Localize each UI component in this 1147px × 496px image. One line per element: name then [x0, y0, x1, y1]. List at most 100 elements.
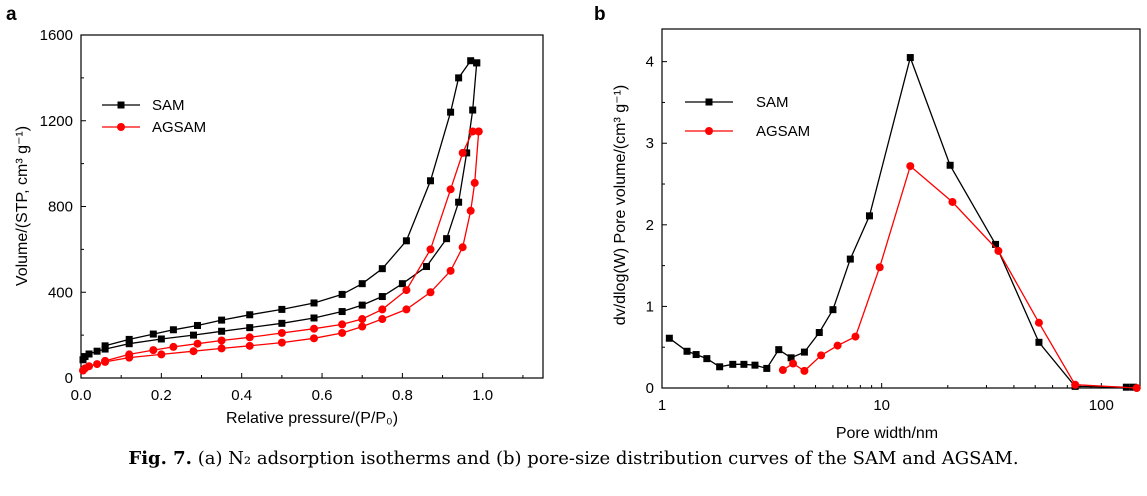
chart-b-legend: SAM AGSAM	[685, 94, 810, 140]
data-point-sam-desorption	[246, 311, 254, 319]
data-point-sam-desorption	[125, 335, 133, 343]
data-point-sam-desorption	[218, 316, 226, 324]
x-tick-label: 0.2	[151, 387, 172, 404]
data-point-sam	[865, 212, 873, 220]
y-tick-label: 1200	[40, 113, 73, 130]
data-point-agsam-desorption	[446, 185, 455, 194]
figure-caption: Fig. 7. (a) N₂ adsorption isotherms and …	[0, 448, 1147, 469]
data-point-sam	[703, 355, 711, 363]
data-point-agsam	[778, 366, 787, 375]
legend-agsam-marker	[117, 123, 125, 131]
x-tick-label: 0.4	[231, 387, 252, 404]
data-point-sam-adsorption	[463, 149, 471, 157]
data-point-agsam	[851, 332, 860, 341]
data-point-sam	[1035, 338, 1043, 346]
data-point-agsam-desorption	[402, 286, 411, 295]
data-point-sam	[729, 360, 737, 368]
chart-a-y-axis-title: Volume/(STP, cm³ g⁻¹)	[14, 126, 31, 286]
data-point-sam	[946, 161, 954, 169]
data-point-sam-adsorption	[338, 308, 346, 316]
caption-label: Fig. 7.	[128, 448, 192, 469]
data-point-sam-adsorption	[358, 301, 366, 309]
data-point-sam-desorption	[378, 265, 386, 273]
data-point-agsam-desorption	[245, 333, 254, 342]
chart-a-series	[79, 57, 483, 375]
legend-agsam-marker-b	[705, 127, 713, 135]
chart-b-y-axis-title: dv/dlog(W) Pore volume/(cm³ g⁻¹)	[612, 85, 629, 326]
data-point-sam	[815, 329, 823, 337]
y-tick-label: 0	[646, 380, 654, 397]
data-point-agsam-adsorption	[458, 243, 467, 252]
legend-sam-label: SAM	[152, 97, 185, 114]
y-tick-label: 400	[48, 284, 73, 301]
chart-b-frame	[661, 28, 1141, 389]
data-point-agsam-adsorption	[85, 362, 94, 371]
data-point-sam-adsorption	[189, 331, 197, 339]
data-point-sam	[800, 348, 808, 356]
chart-b-series	[665, 54, 1141, 392]
y-tick-label: 1	[646, 298, 654, 315]
data-point-agsam-desorption	[338, 320, 347, 329]
data-point-agsam-desorption	[193, 339, 202, 348]
data-point-sam-adsorption	[218, 327, 226, 335]
y-tick-label: 2	[646, 217, 654, 234]
chart-b-x-axis-title: Pore width/nm	[836, 425, 938, 442]
series-line-agsam-adsorption	[82, 131, 480, 371]
data-point-agsam-adsorption	[93, 360, 102, 369]
data-point-sam-adsorption	[443, 235, 451, 243]
data-point-sam-desorption	[169, 326, 177, 334]
data-point-agsam-desorption	[468, 127, 477, 136]
data-point-agsam	[789, 359, 798, 368]
data-point-sam-desorption	[473, 59, 481, 67]
data-point-agsam-adsorption	[157, 350, 166, 359]
chart-a-ticks: 0.0 0.2 0.4 0.6 0.8 1.0 0 400 800 1200 1600	[40, 27, 524, 404]
data-point-agsam	[875, 263, 884, 272]
series-line-agsam-desorption	[104, 130, 479, 362]
panel-label-a: a	[6, 4, 17, 25]
data-point-sam-adsorption	[85, 350, 93, 358]
caption-text: (a) N₂ adsorption isotherms and (b) pore…	[197, 448, 1019, 469]
data-point-agsam-adsorption	[310, 334, 319, 343]
data-point-sam-desorption	[402, 237, 410, 245]
data-point-sam-desorption	[447, 108, 455, 116]
data-point-agsam-adsorption	[378, 315, 387, 324]
data-point-sam-desorption	[278, 305, 286, 313]
data-point-agsam	[1132, 384, 1141, 392]
data-point-sam-desorption	[358, 280, 366, 288]
data-point-agsam-adsorption	[470, 178, 479, 187]
data-point-sam-adsorption	[278, 319, 286, 327]
data-point-sam-adsorption	[93, 347, 101, 355]
data-point-agsam	[994, 246, 1003, 255]
series-line-sam-adsorption	[82, 62, 478, 361]
y-tick-label: 1600	[40, 27, 73, 44]
legend-sam-marker	[117, 101, 125, 109]
legend-agsam-label: AGSAM	[152, 119, 206, 136]
data-point-agsam-desorption	[149, 346, 158, 355]
data-point-agsam	[817, 351, 826, 360]
data-point-sam	[906, 54, 914, 62]
x-tick-label: 100	[1089, 397, 1114, 414]
data-point-sam-adsorption	[422, 263, 430, 271]
data-point-agsam	[833, 341, 842, 350]
data-point-sam	[716, 363, 724, 371]
data-point-agsam-desorption	[310, 324, 319, 333]
data-point-sam	[775, 346, 783, 354]
chart-a-legend: SAM AGSAM	[102, 97, 206, 136]
data-point-agsam-desorption	[101, 356, 110, 365]
data-point-sam-desorption	[427, 177, 435, 185]
data-point-sam	[692, 351, 700, 359]
data-point-sam	[763, 364, 771, 372]
data-point-sam-desorption	[467, 57, 475, 65]
data-point-sam-desorption	[101, 342, 109, 350]
data-point-sam-adsorption	[398, 280, 406, 288]
data-point-sam-desorption	[455, 74, 463, 82]
data-point-agsam-adsorption	[189, 347, 198, 356]
data-point-agsam-desorption	[458, 148, 467, 157]
data-point-sam-desorption	[149, 330, 157, 338]
chart-a: a 0.0 0.2 0.4 0.6 0.8 1.0 0 400 800 1200 1600 SAM …	[6, 4, 544, 427]
data-point-agsam-adsorption	[245, 341, 254, 350]
data-point-agsam	[906, 162, 915, 171]
data-point-agsam-adsorption	[277, 338, 286, 347]
data-point-agsam	[1071, 380, 1080, 389]
